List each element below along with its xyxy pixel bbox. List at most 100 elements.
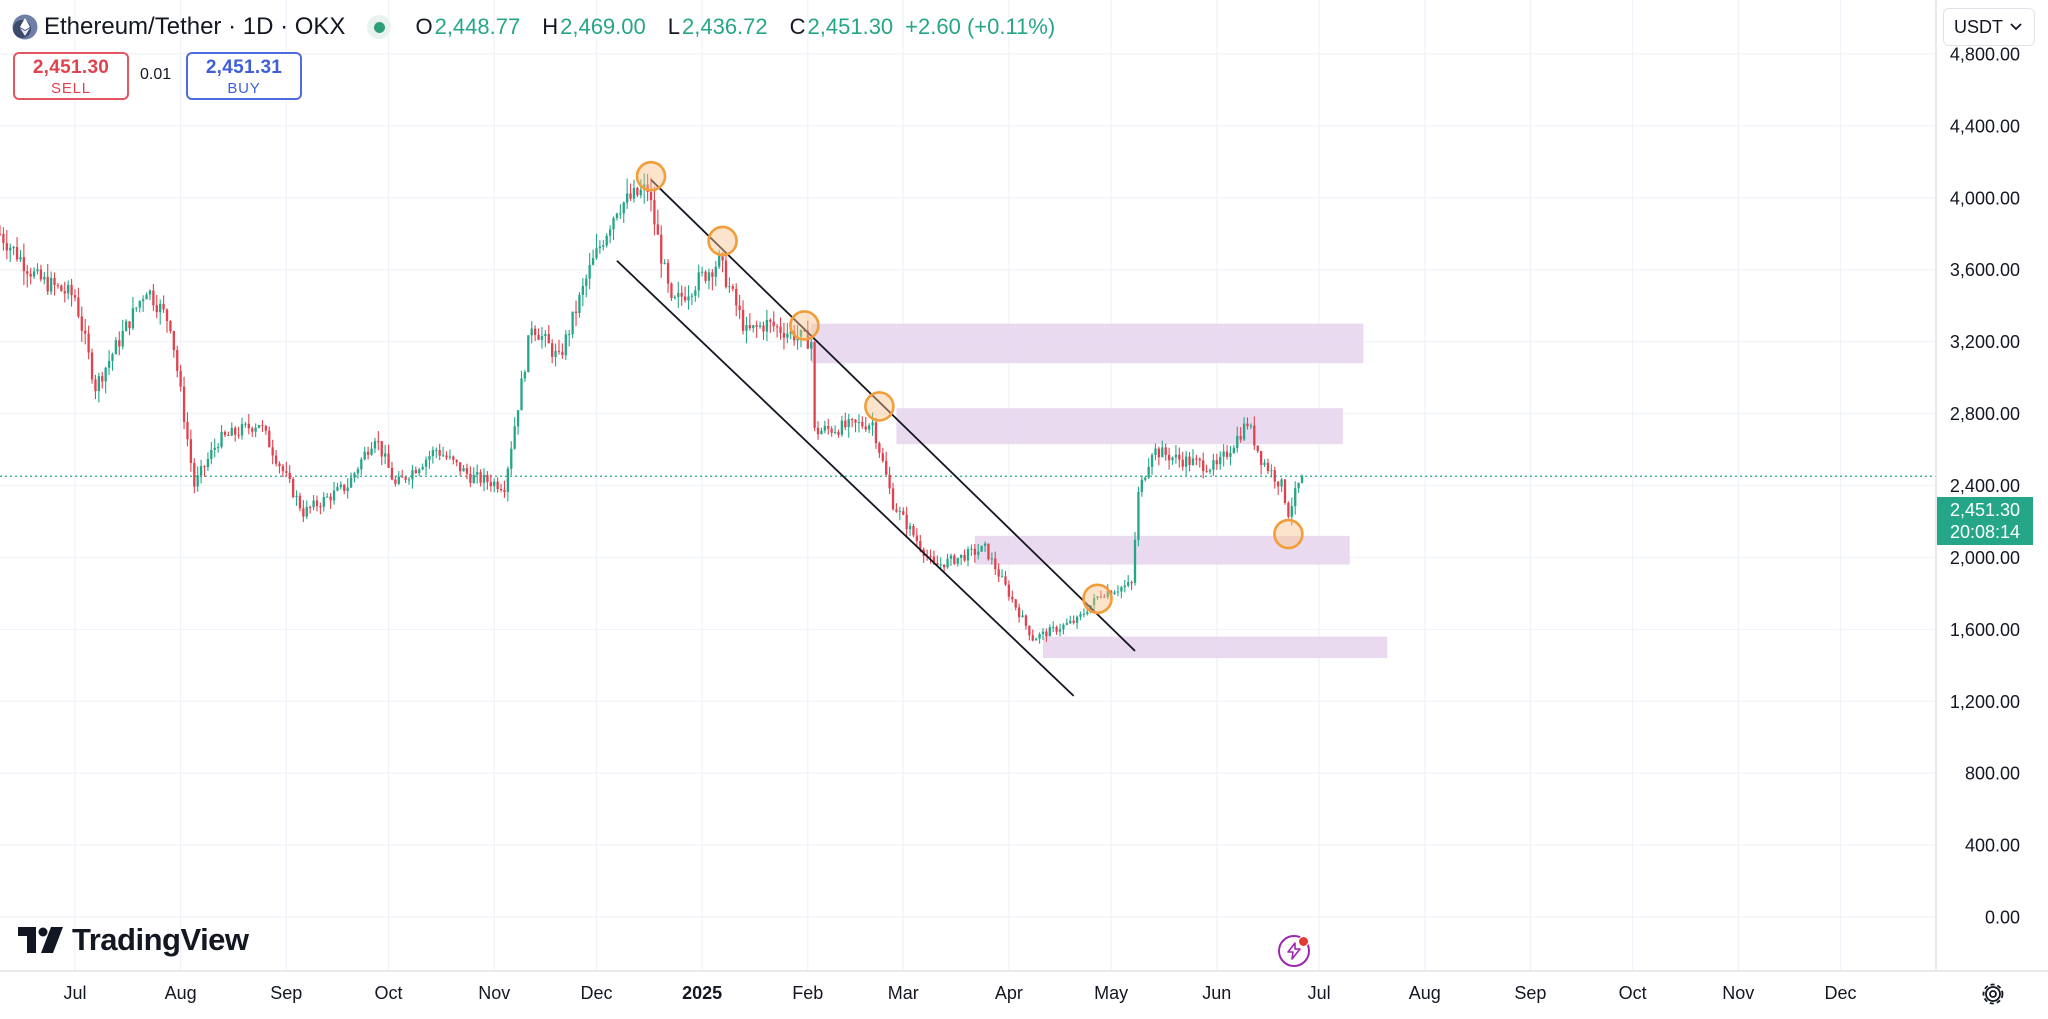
time-axis[interactable]: Jul Aug Sep Oct Nov Dec 2025 Feb Mar Apr May Jun Jul… [63,983,1856,1003]
candle-body [775,326,779,328]
price-tick-label: 4,000.00 [1950,188,2020,208]
candle-body [240,424,244,436]
candle-body [424,459,428,467]
candle-body [663,262,666,264]
candle-body [264,425,268,431]
candle-body [53,277,56,285]
price-zone[interactable] [811,323,1364,364]
candle-body [165,309,169,322]
price-axis[interactable]: 0.00 400.00 800.00 1,200.00 1,600.00 2,000.00… [1950,44,2020,927]
candle-body [1055,626,1058,632]
candle-body [172,331,175,351]
candle-body [124,321,128,332]
touch-marker[interactable] [635,160,667,192]
touch-marker[interactable] [1082,583,1113,615]
candle-body [561,351,564,356]
candle-body [360,459,363,470]
price-zone[interactable] [1042,636,1388,659]
time-tick-label: Oct [1619,983,1647,1003]
candle-body [431,450,435,457]
candle-body [1000,576,1004,578]
ohlc-high-value: 2,469.00 [560,14,646,39]
candle-body [80,316,83,331]
candle-body [213,447,216,450]
candle-body [973,548,976,555]
touch-markers [635,160,1304,615]
candle-body [455,459,458,463]
candle-body [428,456,431,460]
candle-body [247,423,250,429]
touch-marker[interactable] [1273,518,1304,550]
touch-marker[interactable] [864,391,895,422]
chart-header: Ethereum/Tether · 1D · OKX O 2,448.77 H 2,… [12,10,1055,44]
candle-body [1041,631,1045,635]
candle-body [919,541,922,550]
candle-body [1191,458,1195,465]
market-status-icon[interactable] [367,15,392,39]
candle-body [1082,613,1086,615]
candle-body [1028,625,1031,636]
tradingview-logo-icon [18,927,63,953]
currency-select[interactable]: USDT [1943,8,2035,46]
candle-body [506,468,510,492]
candle-body [874,422,878,444]
candle-body [227,435,230,437]
candle-body [1263,462,1266,465]
candle-body [1096,596,1099,598]
candle-body [1225,451,1229,457]
candle-body [602,245,605,247]
time-tick-label: Jul [63,983,86,1003]
candle-body [523,372,527,379]
candle-body [765,319,769,332]
touch-marker[interactable] [789,310,820,341]
candle-body [1014,599,1017,608]
time-tick-label: Apr [995,983,1023,1003]
candle-body [963,554,966,561]
price-zone[interactable] [896,408,1343,445]
tradingview-logo[interactable]: TradingView [18,920,249,960]
candle-body [690,295,694,297]
candle-body [680,292,683,297]
symbol-title[interactable]: Ethereum/Tether · 1D · OKX [44,13,346,40]
candle-body [206,459,210,468]
sell-button[interactable]: 2,451.30 SELL [13,52,129,100]
candle-body [1294,488,1297,507]
candle-body [762,325,765,332]
candle-body [949,555,953,559]
candle-body [844,420,847,428]
candle-body [748,325,752,329]
time-tick-label: Jun [1202,983,1231,1003]
channel-trendline[interactable] [650,179,1136,652]
candle-body [908,525,912,530]
candle-body [632,187,636,199]
bar-countdown: 20:08:14 [1949,522,2021,542]
chevron-down-icon [2010,23,2022,31]
candle-body [482,474,486,483]
candle-body [336,487,339,491]
candle-body [1202,460,1205,472]
candle-body [1045,631,1048,637]
candle-body [234,427,237,435]
touch-marker[interactable] [707,225,738,257]
candle-body [1270,470,1273,472]
candle-body [145,294,148,300]
candle-body [857,422,861,424]
candle-body [326,496,329,498]
candle-body [84,330,87,334]
candle-body [895,509,898,512]
time-tick-label: Mar [888,983,919,1003]
candle-body [1242,423,1246,440]
channel-trendline[interactable] [616,260,1075,697]
candle-body [516,410,520,427]
price-zone[interactable] [974,535,1350,565]
buy-button[interactable]: 2,451.31 BUY [186,52,302,100]
candle-body [107,360,111,368]
candle-body [302,508,305,517]
gear-icon[interactable] [1978,979,2008,1009]
candle-body [182,386,186,422]
candle-body [1273,470,1276,482]
flash-icon[interactable] [1278,935,1310,967]
candle-body [370,448,373,455]
candle-body [223,432,227,436]
